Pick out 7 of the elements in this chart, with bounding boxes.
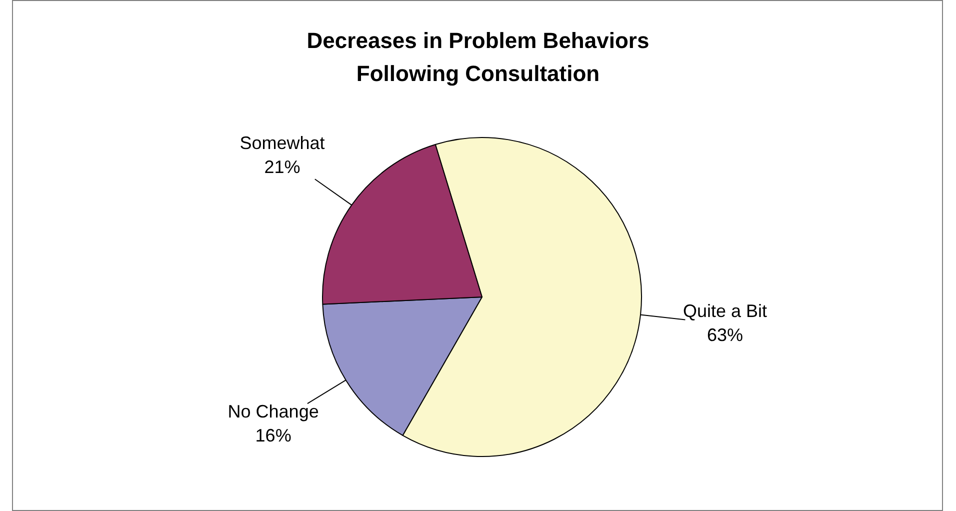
chart-title: Decreases in Problem Behaviors Following Consultation [306, 27, 650, 88]
data-label: 16% [255, 425, 292, 446]
slice-label: Somewhat [240, 133, 325, 154]
slice-label: No Change [228, 401, 319, 422]
data-label: 63% [706, 325, 743, 346]
data-label: 21% [264, 157, 300, 178]
slice-label: Quite a Bit [682, 301, 767, 322]
